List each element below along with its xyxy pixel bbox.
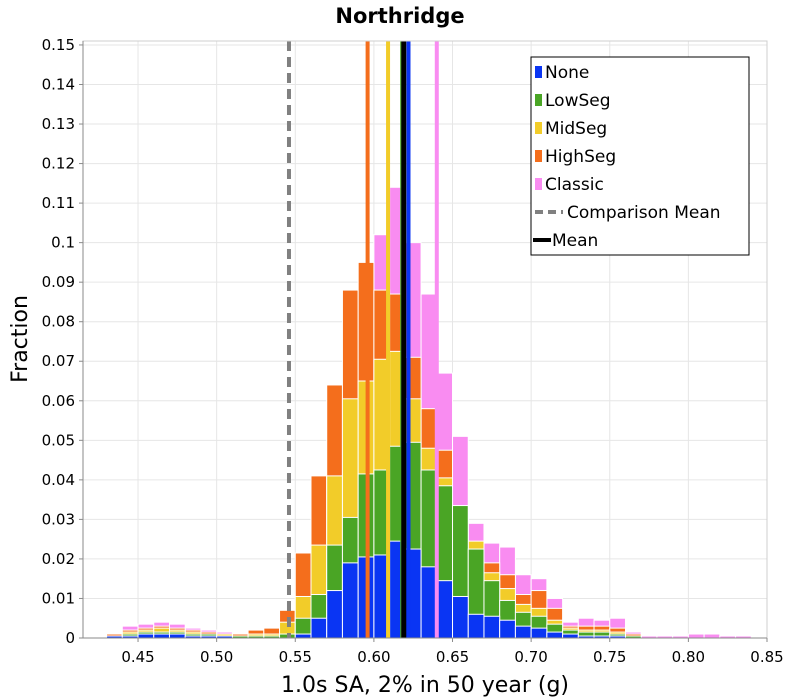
legend-swatch-none	[535, 66, 542, 78]
x-tick-label: 0.55	[279, 648, 312, 666]
x-tick-label: 0.45	[121, 648, 154, 666]
chart-title: Northridge	[335, 4, 464, 28]
bar-none	[326, 590, 343, 639]
bar-none	[137, 633, 155, 639]
x-tick-label: 0.50	[200, 648, 233, 666]
bar-none	[168, 633, 186, 639]
y-tick-label: 0.1	[51, 234, 75, 252]
y-tick-label: 0.09	[42, 273, 75, 291]
bar-none	[483, 615, 501, 639]
y-tick-label: 0	[65, 629, 75, 647]
bar-none	[546, 631, 564, 639]
x-tick-label: 0.80	[672, 648, 705, 666]
bar-none	[294, 633, 312, 639]
legend-label-comparison-mean: Comparison Mean	[567, 203, 721, 223]
bar-none	[153, 633, 170, 639]
legend-label-mean: Mean	[552, 231, 598, 251]
y-tick-label: 0.02	[42, 550, 75, 568]
y-tick-label: 0.12	[42, 155, 75, 173]
y-tick-label: 0.07	[42, 352, 75, 370]
bar-classic	[703, 633, 721, 639]
x-tick-label: 0.75	[593, 648, 626, 666]
x-tick-label: 0.65	[436, 648, 469, 666]
mean-line-layer	[286, 41, 439, 638]
y-axis-label: Fraction	[8, 295, 33, 383]
x-tick-labels: 0.45 0.50 0.55 0.60 0.65 0.70 0.75 0.80 0.85	[121, 638, 784, 666]
y-tick-label: 0.05	[42, 431, 75, 449]
bar-none	[562, 633, 579, 639]
y-tick-label: 0.13	[42, 115, 75, 133]
x-tick-label: 0.85	[750, 648, 783, 666]
legend-label-midseg: MidSeg	[545, 119, 607, 139]
legend-swatch-lowseg	[535, 94, 542, 106]
y-tick-label: 0.06	[42, 392, 75, 410]
legend-label-lowseg: LowSeg	[545, 91, 611, 111]
bar-none	[310, 617, 328, 639]
legend-swatch-midseg	[535, 122, 542, 134]
y-tick-label: 0.01	[42, 589, 75, 607]
x-tick-label: 0.70	[514, 648, 547, 666]
bar-none	[467, 613, 485, 639]
bar-none	[436, 580, 454, 639]
bar-none	[452, 595, 469, 639]
y-tick-label: 0.11	[42, 194, 75, 212]
legend: None LowSeg MidSeg HighSeg Classic Comparison…	[530, 56, 750, 256]
x-axis-label: 1.0s SA, 2% in 50 year (g)	[281, 673, 569, 698]
bar-none	[341, 562, 359, 639]
bar-classic	[687, 633, 705, 639]
legend-label-classic: Classic	[545, 175, 604, 195]
bar-none	[530, 627, 548, 639]
y-tick-label: 0.03	[42, 510, 75, 528]
x-tick-label: 0.60	[357, 648, 390, 666]
legend-label-none: None	[545, 63, 589, 83]
legend-swatch-classic	[535, 178, 542, 190]
bar-none	[420, 566, 438, 639]
bar-none	[514, 625, 532, 639]
bar-none	[499, 619, 516, 639]
y-tick-label: 0.04	[42, 471, 75, 489]
y-tick-label: 0.14	[42, 75, 75, 93]
y-tick-label: 0.15	[42, 36, 75, 54]
legend-swatch-highseg	[535, 150, 542, 162]
legend-box	[530, 56, 750, 256]
y-tick-label: 0.08	[42, 313, 75, 331]
y-tick-labels: 0 0.01 0.02 0.03 0.04 0.05 0.06 0.07 0.08 0.09 0.1…	[42, 36, 83, 647]
legend-label-highseg: HighSeg	[545, 147, 616, 167]
